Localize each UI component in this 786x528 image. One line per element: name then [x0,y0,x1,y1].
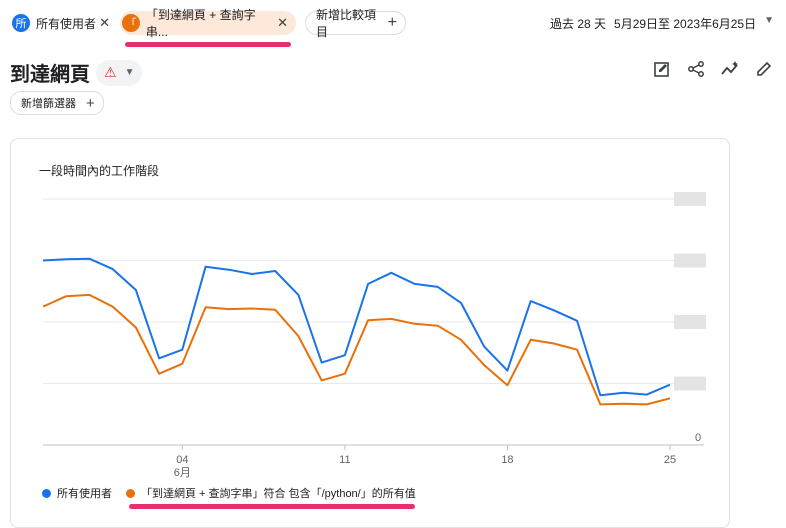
add-comparison-label: 新增比較項目 [316,8,377,39]
edit-report-icon[interactable] [652,58,672,80]
warning-icon: ⚠ [104,64,117,80]
comparison-chip-all-users[interactable]: 所 所有使用者 ✕ [10,11,118,35]
segment-badge-icon: 「 [122,14,140,32]
x-tick-sublabel: 6月 [174,467,191,479]
date-range: 5月29日至 2023年6月25日 [614,17,757,31]
page-title: 到達網頁 [10,64,90,86]
dropdown-icon: ▼ [764,15,774,26]
page-header: 到達網頁 ⚠ ▼ [10,58,143,87]
close-icon[interactable]: ✕ [99,15,110,30]
y-tick-label-redacted [674,192,706,206]
chip-label: 「到達網頁 + 查詢字串... [145,8,256,39]
comparison-bar: 所 所有使用者 ✕ 「 「到達網頁 + 查詢字串... ✕ 新增比較項目 + 過… [0,0,786,47]
add-filter-button[interactable]: 新增篩選器 + [10,91,104,115]
highlight-underline [125,42,291,47]
x-tick-label: 25 [664,454,676,466]
sessions-chart-card: 一段時間內的工作階段 0 04 6月 11 18 25 所有使用者 「到達網頁 + 查詢字… [10,138,730,528]
report-menu-button[interactable]: ⚠ ▼ [96,59,143,86]
x-tick-label: 04 [176,454,188,466]
date-range-picker[interactable]: 過去 28 天 5月29日至 2023年6月25日 ▼ [550,15,774,32]
pencil-icon[interactable] [754,58,774,80]
series-line-0[interactable] [42,257,671,397]
y-tick-label: 0 [695,432,701,444]
x-tick-label: 18 [501,454,513,466]
legend-label: 所有使用者 [57,488,112,500]
add-filter-label: 新增篩選器 [21,98,76,110]
add-comparison-button[interactable]: 新增比較項目 + [305,8,406,39]
x-tick-label: 11 [339,454,350,466]
insights-icon[interactable] [720,58,740,80]
y-tick-label-redacted [674,253,706,268]
y-tick-label-redacted [674,376,706,391]
legend-item[interactable]: 所有使用者 [42,485,112,501]
report-toolbar [652,58,774,80]
highlight-underline [129,504,415,509]
legend-dot-blue [42,488,51,498]
comparison-chip-segment[interactable]: 「 「到達網頁 + 查詢字串... ✕ [120,8,296,39]
plus-icon: + [86,94,95,112]
card-title: 一段時間內的工作階段 [39,164,160,178]
share-icon[interactable] [686,58,706,80]
series-line-1[interactable] [42,293,671,406]
all-users-badge-icon: 所 [12,14,30,32]
chip-label: 所有使用者 [36,16,97,31]
close-icon[interactable]: ✕ [277,15,288,30]
chevron-down-icon: ▼ [124,67,135,78]
date-period: 過去 28 天 [549,17,607,31]
y-tick-label-redacted [674,315,706,329]
legend-item[interactable]: 「到達網頁 + 查詢字串」符合 包含「/python/」的所有值 [126,485,416,501]
legend-label: 「到達網頁 + 查詢字串」符合 包含「/python/」的所有值 [141,488,416,500]
plus-icon: + [387,14,397,31]
legend-dot-orange [126,488,135,498]
chart-legend: 所有使用者 「到達網頁 + 查詢字串」符合 包含「/python/」的所有值 [42,485,416,501]
